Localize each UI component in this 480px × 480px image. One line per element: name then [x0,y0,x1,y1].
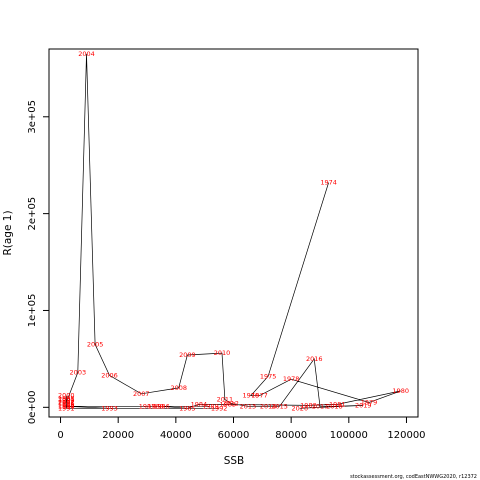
point-1998: 1998 [58,395,75,403]
x-tick-label: 120000 [387,430,425,441]
x-tick-label: 80000 [275,430,307,441]
point-1979: 1979 [361,398,378,406]
x-tick-label: 20000 [102,430,134,441]
point-2003: 2003 [70,368,87,376]
x-axis: 0 20000 40000 60000 80000 100000 120000 [57,416,426,441]
point-2011: 2011 [217,396,234,404]
y-tick-label: 1e+05 [27,294,38,328]
point-2019: 2019 [355,401,372,409]
x-axis-title: SSB [224,455,245,467]
point-2010: 2010 [214,349,231,357]
x-tick-label: 0 [57,430,63,441]
point-1999: 1999 [58,397,75,405]
footnote-credit: stockassessment.org, codEastNWWG2020, r1… [350,474,477,480]
point-1993: 1993 [101,404,118,412]
point-2004: 2004 [78,50,95,58]
x-tick-label: 40000 [160,430,192,441]
point-2018: 2018 [326,402,343,410]
point-1996: 1996 [58,399,75,407]
point-2007: 2007 [133,390,150,398]
point-2012: 2012 [222,399,239,407]
point-1992: 1992 [211,404,228,412]
y-tick-label: 3e+05 [27,100,38,134]
y-axis-title: R(age 1) [2,210,14,255]
point-1975: 1975 [260,372,277,380]
point-2020: 2020 [292,404,309,412]
point-2015: 2015 [271,402,288,410]
point-1997: 1997 [58,398,75,406]
point-2013: 2013 [240,402,257,410]
point-1974: 1974 [320,179,337,187]
point-1985: 1985 [179,404,196,412]
point-1988: 1988 [147,402,164,410]
point-2017: 2017 [312,402,329,410]
point-1986: 1986 [153,402,170,410]
point-2000: 2000 [58,392,75,400]
point-1976: 1976 [243,392,260,400]
point-1978: 1978 [283,375,300,383]
point-2005: 2005 [87,340,104,348]
x-tick-label: 60000 [218,430,250,441]
y-tick-label: 2e+05 [27,197,38,231]
point-1989: 1989 [202,402,219,410]
point-1994: 1994 [58,402,75,410]
point-2009: 2009 [179,351,196,359]
y-axis: 0e+00 1e+05 2e+05 3e+05 [27,100,50,425]
point-2006: 2006 [101,371,118,379]
y-tick-label: 0e+00 [27,391,38,425]
point-1977: 1977 [251,392,268,400]
point-1990: 1990 [58,402,75,410]
point-1987: 1987 [139,402,156,410]
point-2001: 2001 [58,396,75,404]
point-2002: 2002 [58,398,75,406]
point-2014: 2014 [260,402,277,410]
recruitment-trajectory-line [65,53,401,409]
point-2016: 2016 [306,355,323,363]
point-1983: 1983 [219,400,236,408]
point-1980: 1980 [392,387,409,395]
point-2008: 2008 [170,384,187,392]
point-1984: 1984 [191,400,208,408]
x-tick-label: 100000 [330,430,368,441]
point-1995: 1995 [58,401,75,409]
point-1982: 1982 [300,401,317,409]
point-1991: 1991 [58,404,75,412]
point-1981: 1981 [329,400,346,408]
